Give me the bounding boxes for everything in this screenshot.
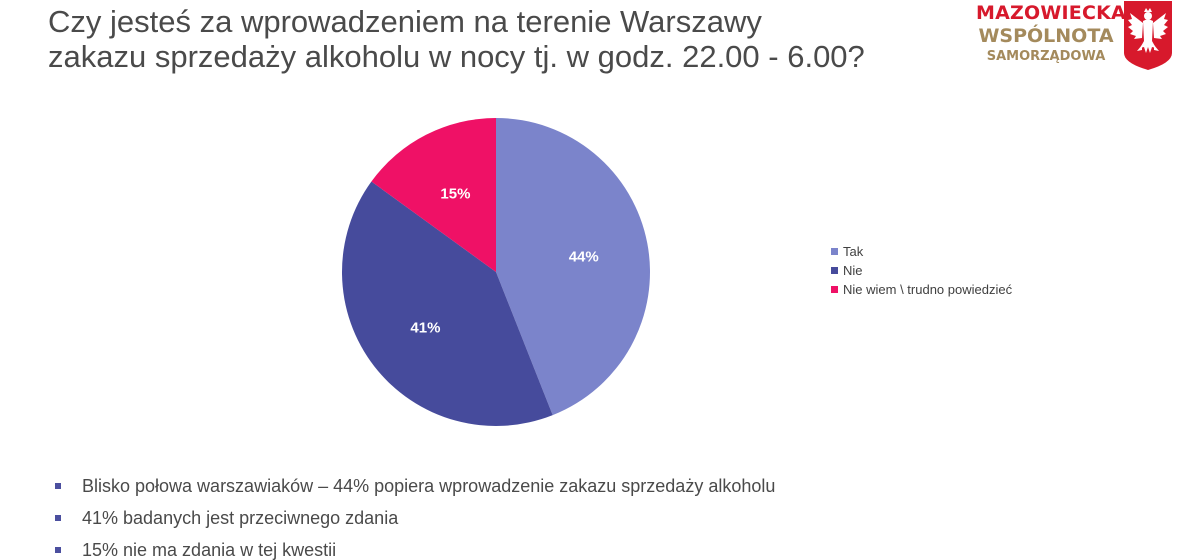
bullet-list: Blisko połowa warszawiaków – 44% popiera… [52, 470, 775, 560]
legend-item-nie: Nie [831, 261, 1012, 280]
bullet-item: 41% badanych jest przeciwnego zdania [52, 502, 775, 534]
pie-slice-nie [341, 181, 553, 427]
bullet-item: Blisko połowa warszawiaków – 44% popiera… [52, 470, 775, 502]
slide-title: Czy jesteś za wprowadzeniem na terenie W… [48, 4, 948, 74]
legend-item-tak: Tak [831, 242, 1012, 261]
chart-legend: Tak Nie Nie wiem \ trudno powiedzieć [831, 242, 1012, 299]
pie-slice-nie-wiem [371, 118, 496, 272]
bullet-square-icon [55, 483, 61, 489]
data-label-nie-wiem: 15% [440, 185, 470, 202]
logo-line-3: SAMORZĄDOWA [986, 49, 1106, 64]
white-eagle-icon [1124, 1, 1172, 70]
bullet-text: 41% badanych jest przeciwnego zdania [82, 508, 399, 528]
title-line-2: zakazu sprzedaży alkoholu w nocy tj. w g… [48, 39, 865, 74]
legend-label: Nie wiem \ trudno powiedzieć [843, 282, 1013, 297]
pie-slice-tak [496, 118, 651, 416]
bullet-square-icon [55, 547, 61, 553]
logo-line-2: WSPÓLNOTA [978, 25, 1114, 47]
bullet-text: 15% nie ma zdania w tej kwestii [82, 540, 337, 560]
logo-text: MAZOWIECKA WSPÓLNOTA SAMORZĄDOWA [976, 2, 1126, 64]
bullet-text: Blisko połowa warszawiaków – 44% popiera… [82, 476, 776, 496]
bullet-square-icon [55, 515, 61, 521]
legend-swatch [831, 248, 838, 255]
logo: MAZOWIECKA WSPÓLNOTA SAMORZĄDOWA [976, 0, 1196, 75]
title-line-1: Czy jesteś za wprowadzeniem na terenie W… [48, 4, 762, 39]
legend-swatch [831, 267, 838, 274]
bullet-item: 15% nie ma zdania w tej kwestii [52, 534, 775, 560]
legend-swatch [831, 286, 838, 293]
data-label-tak: 44% [569, 248, 599, 265]
logo-line-1: MAZOWIECKA [976, 2, 1126, 24]
legend-item-nie-wiem: Nie wiem \ trudno powiedzieć [831, 280, 1012, 299]
legend-label: Tak [843, 244, 864, 259]
data-label-nie: 41% [410, 320, 440, 337]
legend-label: Nie [843, 263, 863, 278]
